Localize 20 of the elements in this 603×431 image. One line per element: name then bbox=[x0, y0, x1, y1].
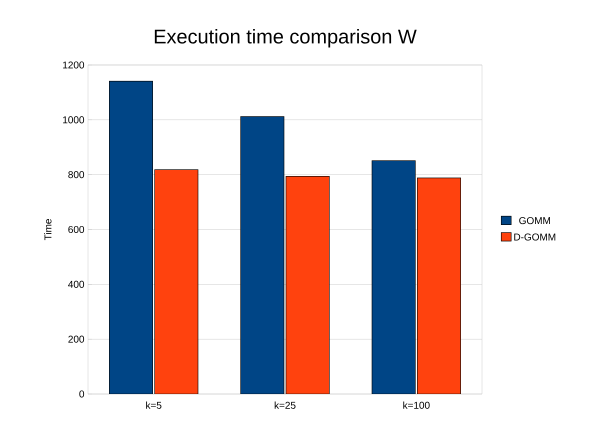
y-tick-label: 400 bbox=[68, 280, 84, 288]
bar bbox=[286, 176, 330, 394]
y-tick-label: 1000 bbox=[63, 116, 84, 124]
bar bbox=[372, 160, 416, 394]
y-tick-label: 600 bbox=[68, 226, 84, 234]
bar bbox=[240, 116, 284, 394]
bar bbox=[417, 178, 461, 394]
y-tick-label: 1200 bbox=[63, 61, 84, 69]
y-tick-label: 200 bbox=[68, 336, 84, 343]
x-tick-label: k=5 bbox=[146, 402, 162, 409]
x-tick-label: k=25 bbox=[274, 402, 296, 409]
bar bbox=[154, 169, 198, 394]
y-tick-label: 0 bbox=[79, 390, 84, 398]
chart-title: Execution time comparison W bbox=[154, 28, 417, 48]
bar bbox=[109, 80, 153, 394]
y-axis-title: Time bbox=[44, 219, 52, 240]
y-tick-label: 800 bbox=[68, 171, 84, 178]
x-tick-label: k=100 bbox=[403, 402, 430, 409]
legend-label: GOMM bbox=[519, 217, 550, 224]
legend-label: D-GOMM bbox=[514, 233, 556, 241]
